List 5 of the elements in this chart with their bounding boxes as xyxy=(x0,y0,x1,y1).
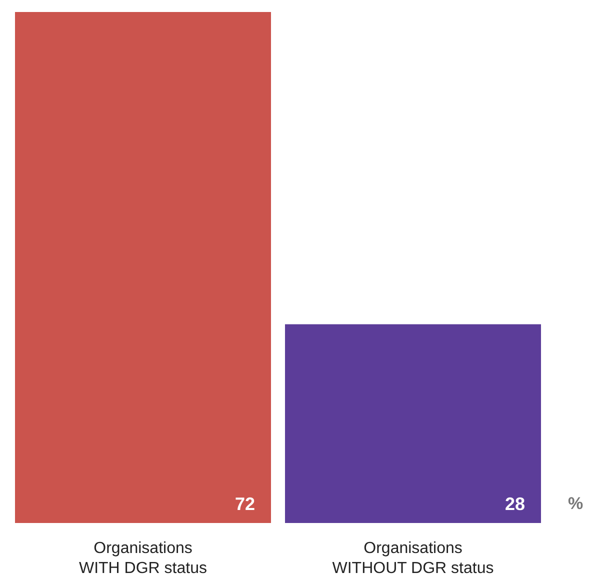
data-label: 28 xyxy=(504,494,525,514)
x-tick-label: Organisations WITH DGR status xyxy=(78,540,208,577)
data-label: 72 xyxy=(234,494,255,514)
x-tick-label: Organisations WITHOUT DGR status xyxy=(332,540,494,577)
text: % xyxy=(568,494,584,514)
